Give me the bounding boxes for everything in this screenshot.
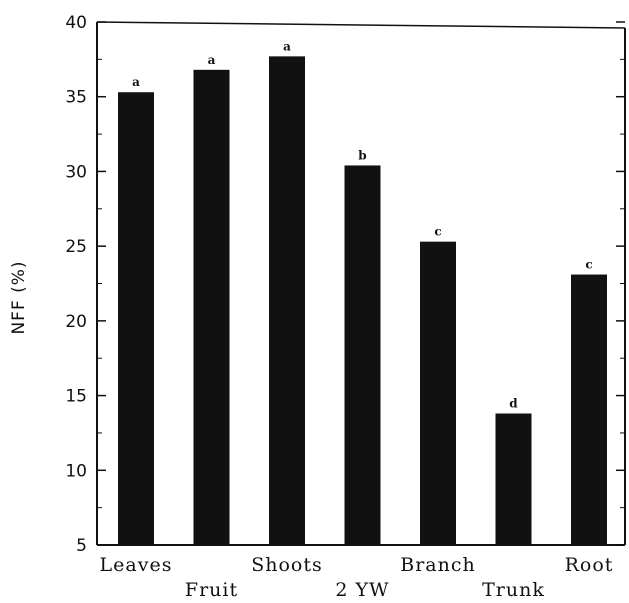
significance-letter: d — [509, 397, 518, 411]
bar-2-yw — [344, 165, 381, 546]
y-axis-title: NFF (%) — [9, 260, 29, 334]
category-label: 2 YW — [335, 579, 389, 601]
top-border-line — [96, 21, 626, 29]
category-labels: Leaves Fruit Shoots 2 YW Branch Trunk Root — [100, 554, 614, 601]
bar-trunk — [495, 413, 532, 545]
y-tick-label: 40 — [65, 13, 87, 33]
bar-shoots — [269, 56, 305, 546]
y-tick-label: 20 — [65, 312, 87, 332]
significance-letter: a — [132, 75, 140, 89]
bar-branch — [420, 241, 456, 545]
bar-leaves — [118, 92, 154, 545]
y-tick-label: 25 — [65, 237, 87, 257]
category-label: Fruit — [185, 579, 238, 601]
y-tick-label: 30 — [65, 162, 87, 182]
category-label: Root — [565, 554, 614, 576]
bar-root — [571, 274, 607, 545]
significance-letter: a — [208, 53, 216, 67]
y-axis-ticks: 5 10 15 20 25 30 35 40 — [65, 13, 625, 556]
bar-fruit — [193, 69, 230, 546]
category-label: Shoots — [251, 554, 323, 576]
y-tick-label: 10 — [65, 461, 87, 481]
category-label: Trunk — [482, 579, 545, 601]
bars-group: a a a b c d c — [118, 39, 607, 546]
category-label: Leaves — [100, 554, 173, 576]
significance-letter: a — [283, 39, 291, 53]
y-tick-label: 35 — [65, 88, 87, 108]
significance-letter: c — [585, 258, 592, 272]
significance-letter: b — [358, 148, 366, 162]
y-tick-label: 15 — [65, 387, 87, 407]
y-tick-label: 5 — [76, 536, 87, 556]
category-label: Branch — [400, 554, 476, 576]
significance-letter: c — [434, 225, 441, 239]
